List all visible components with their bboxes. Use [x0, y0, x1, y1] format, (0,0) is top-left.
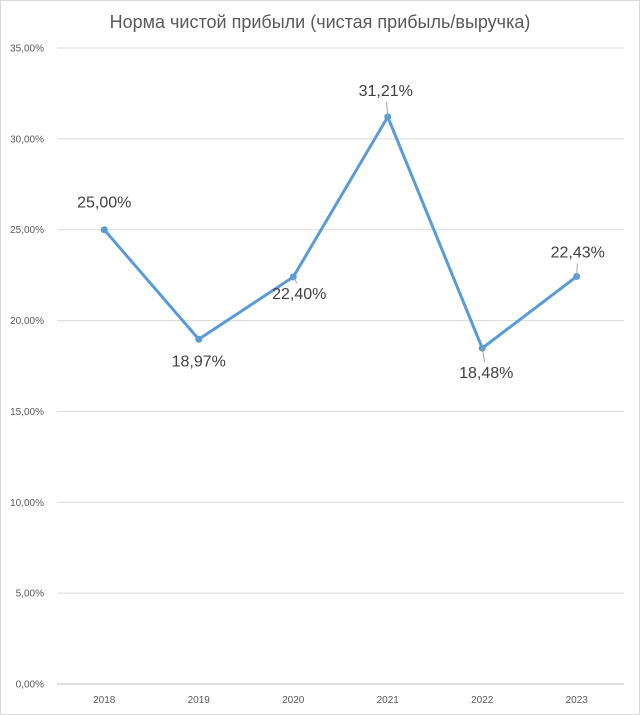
- data-point-marker: [195, 335, 203, 343]
- x-tick-label: 2022: [471, 695, 494, 706]
- y-tick-label: 5,00%: [16, 589, 44, 600]
- y-tick-label: 20,00%: [10, 316, 44, 327]
- y-tick-label: 0,00%: [16, 680, 44, 691]
- y-tick-label: 15,00%: [10, 407, 44, 418]
- y-tick-label: 30,00%: [10, 134, 44, 145]
- data-label: 22,40%: [272, 286, 326, 303]
- gridlines: [57, 47, 624, 594]
- x-tick-label: 2021: [377, 695, 400, 706]
- chart-title: Норма чистой прибыли (чистая прибыль/выр…: [110, 12, 531, 32]
- data-label: 18,97%: [172, 353, 226, 370]
- data-label-leader: [292, 276, 298, 284]
- y-tick-label: 25,00%: [10, 225, 44, 236]
- x-tick-label: 2020: [282, 695, 305, 706]
- data-label: 31,21%: [359, 83, 413, 100]
- data-label: 25,00%: [77, 195, 131, 212]
- data-label-leader: [576, 263, 578, 277]
- y-tick-label: 35,00%: [10, 44, 44, 55]
- x-tick-label: 2023: [566, 695, 589, 706]
- y-axis-tick-labels: 0,00% 5,00% 10,00% 15,00% 20,00% 25,00% 30,00%…: [10, 44, 44, 691]
- x-tick-label: 2019: [188, 695, 211, 706]
- data-labels: 25,00% 18,97% 22,40% 31,21% 18,48% 22,43%: [77, 83, 605, 382]
- y-tick-label: 10,00%: [10, 498, 44, 509]
- x-axis: 2018 2019 2020 2021 2022 2023: [57, 683, 624, 706]
- data-label: 22,43%: [551, 244, 605, 261]
- data-label: 18,48%: [459, 365, 513, 382]
- series-line: [100, 113, 581, 352]
- series-polyline: [102, 115, 579, 350]
- data-point-marker: [100, 226, 108, 234]
- data-label-leader: [481, 348, 486, 363]
- data-label-leader: [386, 101, 389, 117]
- x-tick-label: 2018: [93, 695, 116, 706]
